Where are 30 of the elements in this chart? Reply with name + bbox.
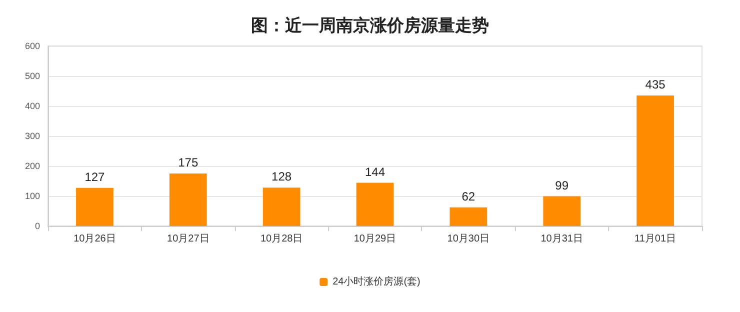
data-label: 99 <box>555 178 569 192</box>
bar <box>76 188 114 226</box>
x-tick-label: 10月31日 <box>540 234 583 244</box>
x-tick-label: 10月28日 <box>260 234 303 244</box>
x-tick-label: 10月29日 <box>354 234 396 244</box>
bar <box>169 174 207 226</box>
bar <box>262 188 300 226</box>
chart-title: 图：近一周南京涨价房源量走势 <box>251 16 489 35</box>
data-label: 144 <box>364 164 386 179</box>
legend-label: 24小时涨价房源(套) <box>332 276 420 288</box>
y-tick-label: 0 <box>34 221 40 231</box>
data-label: 127 <box>84 170 106 184</box>
y-tick-label: 300 <box>24 131 40 141</box>
x-tick-label: 10月27日 <box>167 234 210 244</box>
data-label: 435 <box>645 78 666 92</box>
bar <box>636 96 674 226</box>
data-label: 175 <box>178 156 198 170</box>
y-tick-label: 100 <box>24 191 40 201</box>
bar <box>543 196 581 226</box>
y-tick-label: 200 <box>24 161 40 171</box>
x-tick-label: 10月30日 <box>447 234 490 244</box>
y-tick-label: 600 <box>24 41 40 51</box>
bar <box>356 182 394 226</box>
y-tick-label: 500 <box>24 71 40 81</box>
data-label: 128 <box>272 170 292 184</box>
x-tick-label: 11月01日 <box>634 234 676 244</box>
data-label: 62 <box>462 189 476 204</box>
y-tick-label: 400 <box>24 101 40 111</box>
bar <box>450 207 488 226</box>
x-tick-label: 10月26日 <box>74 234 116 244</box>
